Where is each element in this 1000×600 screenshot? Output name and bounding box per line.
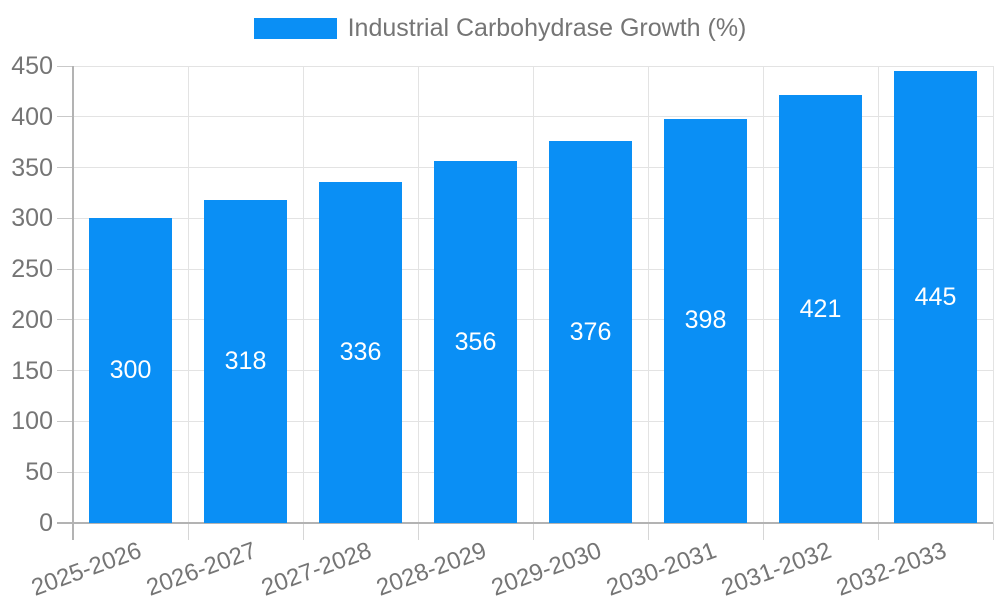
y-tick-label: 450 [11,52,53,80]
x-gridline [877,66,879,523]
y-tick-label: 250 [11,255,53,284]
x-gridline [647,66,649,523]
x-gridline [762,66,764,523]
x-axis-tick [302,523,304,540]
x-axis-tick [532,523,534,540]
y-axis-tick [57,319,73,321]
x-gridline [532,66,534,523]
x-tick-label: 2029-2030 [487,537,605,600]
bar[interactable]: 356 [434,161,517,523]
y-tick-label: 50 [25,458,53,487]
legend-item[interactable]: Industrial Carbohydrase Growth (%) [253,14,747,43]
y-axis-tick [57,167,73,169]
bar-value-label: 445 [914,282,957,311]
x-tick-label: 2030-2031 [602,537,720,600]
bar-value-label: 300 [109,356,152,385]
x-tick-label: 2025-2026 [27,537,145,600]
y-axis-tick [57,370,73,372]
y-axis-tick [57,217,73,219]
x-axis-line [57,522,993,524]
legend-label: Industrial Carbohydrase Growth (%) [347,14,747,42]
x-axis-tick [187,523,189,540]
bar[interactable]: 336 [319,181,402,523]
x-tick-label: 2026-2027 [142,537,260,600]
x-tick-label: 2031-2032 [717,537,835,600]
chart-legend: Industrial Carbohydrase Growth (%) [0,14,1000,43]
x-gridline [417,66,419,523]
legend-swatch-icon [253,18,337,39]
bar-value-label: 318 [224,347,267,376]
x-gridline [302,66,304,523]
y-tick-label: 100 [11,407,53,436]
bar-value-label: 421 [799,294,842,323]
y-axis-tick [57,116,73,118]
bar[interactable]: 300 [89,218,172,523]
y-tick-label: 400 [11,102,53,131]
x-axis-tick [992,523,994,540]
bar-value-label: 398 [684,306,727,335]
bar[interactable]: 398 [664,118,747,523]
y-axis-tick [57,420,73,422]
x-axis-tick [417,523,419,540]
y-axis-line [72,66,74,540]
y-tick-label: 200 [11,305,53,334]
x-tick-label: 2028-2029 [372,537,490,600]
bar-value-label: 336 [339,337,382,366]
x-gridline [187,66,189,523]
x-axis-tick [762,523,764,540]
bar-value-label: 356 [454,327,497,356]
bar[interactable]: 376 [549,141,632,523]
bar-value-label: 376 [569,317,612,346]
bar[interactable]: 445 [894,71,977,523]
y-tick-label: 300 [11,204,53,233]
x-gridline [992,66,994,523]
bar[interactable]: 318 [204,200,287,523]
y-tick-label: 0 [39,509,53,537]
x-tick-label: 2027-2028 [257,537,375,600]
y-axis-tick [57,268,73,270]
x-axis-tick [877,523,879,540]
y-tick-label: 150 [11,356,53,385]
x-axis-tick [647,523,649,540]
y-axis-tick [57,471,73,473]
y-tick-label: 350 [11,153,53,182]
y-axis-tick [57,65,73,67]
bar[interactable]: 421 [779,95,862,523]
x-tick-label: 2032-2033 [832,537,950,600]
